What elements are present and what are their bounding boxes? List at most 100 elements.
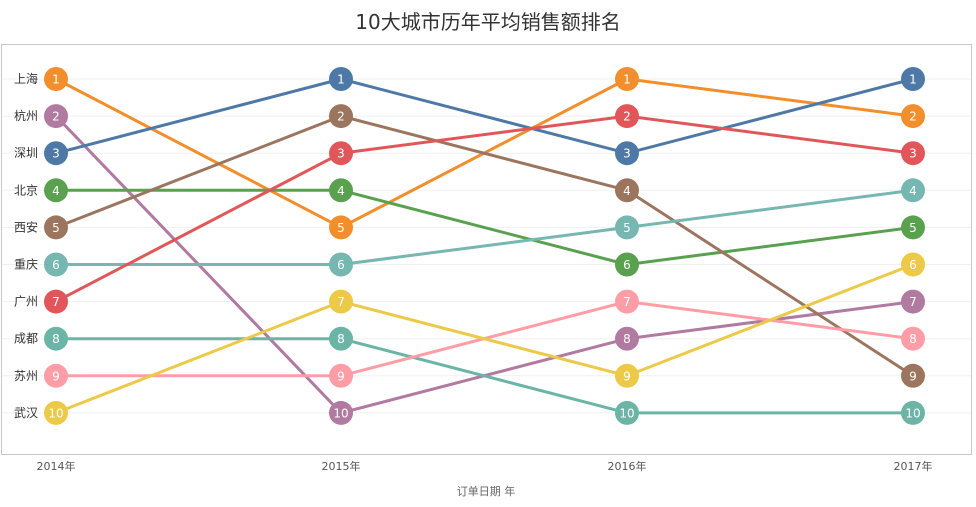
rank-data-label: 1 bbox=[52, 73, 60, 87]
rank-marker bbox=[615, 363, 639, 388]
rank-data-label: 3 bbox=[623, 147, 631, 161]
rank-marker bbox=[615, 141, 639, 166]
rank-marker bbox=[615, 178, 639, 203]
city-label: 上海 bbox=[14, 71, 38, 86]
rank-marker bbox=[44, 326, 68, 351]
rank-data-label: 6 bbox=[623, 258, 631, 272]
city-label: 北京 bbox=[14, 183, 38, 197]
rank-marker bbox=[615, 252, 639, 277]
rank-marker bbox=[44, 178, 68, 203]
rank-marker bbox=[329, 67, 353, 91]
rank-data-label: 10 bbox=[905, 406, 920, 420]
rank-data-label: 2 bbox=[52, 110, 60, 124]
series-line bbox=[55, 114, 914, 303]
rank-marker bbox=[901, 215, 925, 240]
series-line bbox=[56, 188, 914, 266]
city-label: 成都 bbox=[14, 332, 38, 346]
x-axis-title: 订单日期 年 bbox=[457, 484, 516, 498]
rank-data-label: 2 bbox=[909, 110, 917, 124]
rank-marker bbox=[615, 326, 639, 351]
rank-data-label: 8 bbox=[52, 332, 60, 346]
series-line bbox=[56, 188, 914, 266]
rank-data-label: 1 bbox=[909, 73, 917, 87]
x-tick-label: 2014年 bbox=[37, 459, 76, 473]
series-lines bbox=[54, 77, 914, 415]
series-line bbox=[55, 114, 914, 378]
series-line bbox=[55, 263, 914, 415]
rank-marker bbox=[901, 363, 925, 388]
rank-marker bbox=[44, 215, 68, 240]
rank-marker bbox=[901, 104, 925, 129]
rank-marker bbox=[329, 289, 353, 314]
rank-data-label: 9 bbox=[909, 369, 917, 383]
rank-marker bbox=[329, 400, 353, 425]
rank-data-label: 7 bbox=[623, 295, 631, 309]
rank-marker bbox=[44, 363, 68, 388]
rank-data-label: 5 bbox=[623, 221, 631, 235]
rank-data-label: 7 bbox=[52, 295, 60, 309]
chart-title: 10大城市历年平均销售额排名 bbox=[355, 10, 621, 34]
rank-data-label: 2 bbox=[623, 110, 631, 124]
rank-data-label: 9 bbox=[623, 369, 631, 383]
rank-data-label: 5 bbox=[52, 221, 60, 235]
rank-marker bbox=[329, 363, 353, 388]
rank-data-label: 6 bbox=[337, 258, 345, 272]
rank-marker bbox=[329, 326, 353, 351]
rank-marker bbox=[901, 252, 925, 277]
series-line bbox=[55, 77, 914, 155]
rank-data-label: 9 bbox=[337, 369, 345, 383]
rank-marker bbox=[901, 400, 925, 425]
rank-marker bbox=[901, 141, 925, 166]
rank-marker bbox=[44, 400, 68, 425]
series-markers: 1 5 1 2 2 10 8 7 3 1 3 1 4 4 6 5 5 2 4 9 6 6 5 4 7 3 2 3 8 8 10 10 9 9 7 8 1… bbox=[44, 67, 925, 425]
rank-data-label: 3 bbox=[909, 147, 917, 161]
series-line bbox=[56, 337, 913, 415]
rank-data-label: 1 bbox=[623, 73, 631, 87]
rank-data-label: 1 bbox=[337, 73, 345, 87]
rank-marker bbox=[329, 252, 353, 277]
rank-data-label: 9 bbox=[52, 369, 60, 383]
rank-marker bbox=[615, 289, 639, 314]
rank-data-label: 8 bbox=[337, 332, 345, 346]
city-label: 苏州 bbox=[14, 369, 38, 383]
rank-marker bbox=[901, 289, 925, 314]
rank-data-label: 2 bbox=[337, 110, 345, 124]
rank-data-label: 4 bbox=[909, 184, 917, 198]
rank-marker bbox=[901, 326, 925, 351]
city-label: 广州 bbox=[14, 295, 38, 309]
rank-data-label: 7 bbox=[337, 295, 345, 309]
rank-marker bbox=[329, 104, 353, 129]
city-label: 深圳 bbox=[14, 146, 38, 160]
rank-marker bbox=[615, 104, 639, 129]
rank-marker bbox=[901, 67, 925, 91]
rank-marker bbox=[615, 215, 639, 240]
rank-data-label: 10 bbox=[619, 406, 634, 420]
rank-marker bbox=[44, 141, 68, 166]
rank-marker bbox=[329, 215, 353, 240]
rank-data-label: 10 bbox=[48, 406, 63, 420]
x-tick-label: 2016年 bbox=[608, 459, 647, 473]
plot-frame bbox=[1, 44, 972, 455]
rank-marker bbox=[329, 141, 353, 166]
rank-data-label: 7 bbox=[909, 295, 917, 309]
rank-data-label: 4 bbox=[337, 184, 345, 198]
rank-data-label: 4 bbox=[623, 184, 631, 198]
rank-marker bbox=[615, 400, 639, 425]
rank-data-label: 3 bbox=[337, 147, 345, 161]
x-tick-label: 2015年 bbox=[322, 459, 361, 473]
rank-data-label: 5 bbox=[337, 221, 345, 235]
rank-marker bbox=[44, 104, 68, 129]
city-label: 武汉 bbox=[14, 406, 38, 420]
rank-marker bbox=[329, 178, 353, 203]
rank-data-label: 10 bbox=[333, 406, 348, 420]
rank-data-label: 8 bbox=[623, 332, 631, 346]
rank-data-label: 6 bbox=[909, 258, 917, 272]
city-label: 重庆 bbox=[14, 258, 38, 272]
rank-data-label: 6 bbox=[52, 258, 60, 272]
rank-marker bbox=[901, 178, 925, 203]
city-label: 杭州 bbox=[14, 108, 38, 123]
rank-marker bbox=[44, 67, 68, 91]
